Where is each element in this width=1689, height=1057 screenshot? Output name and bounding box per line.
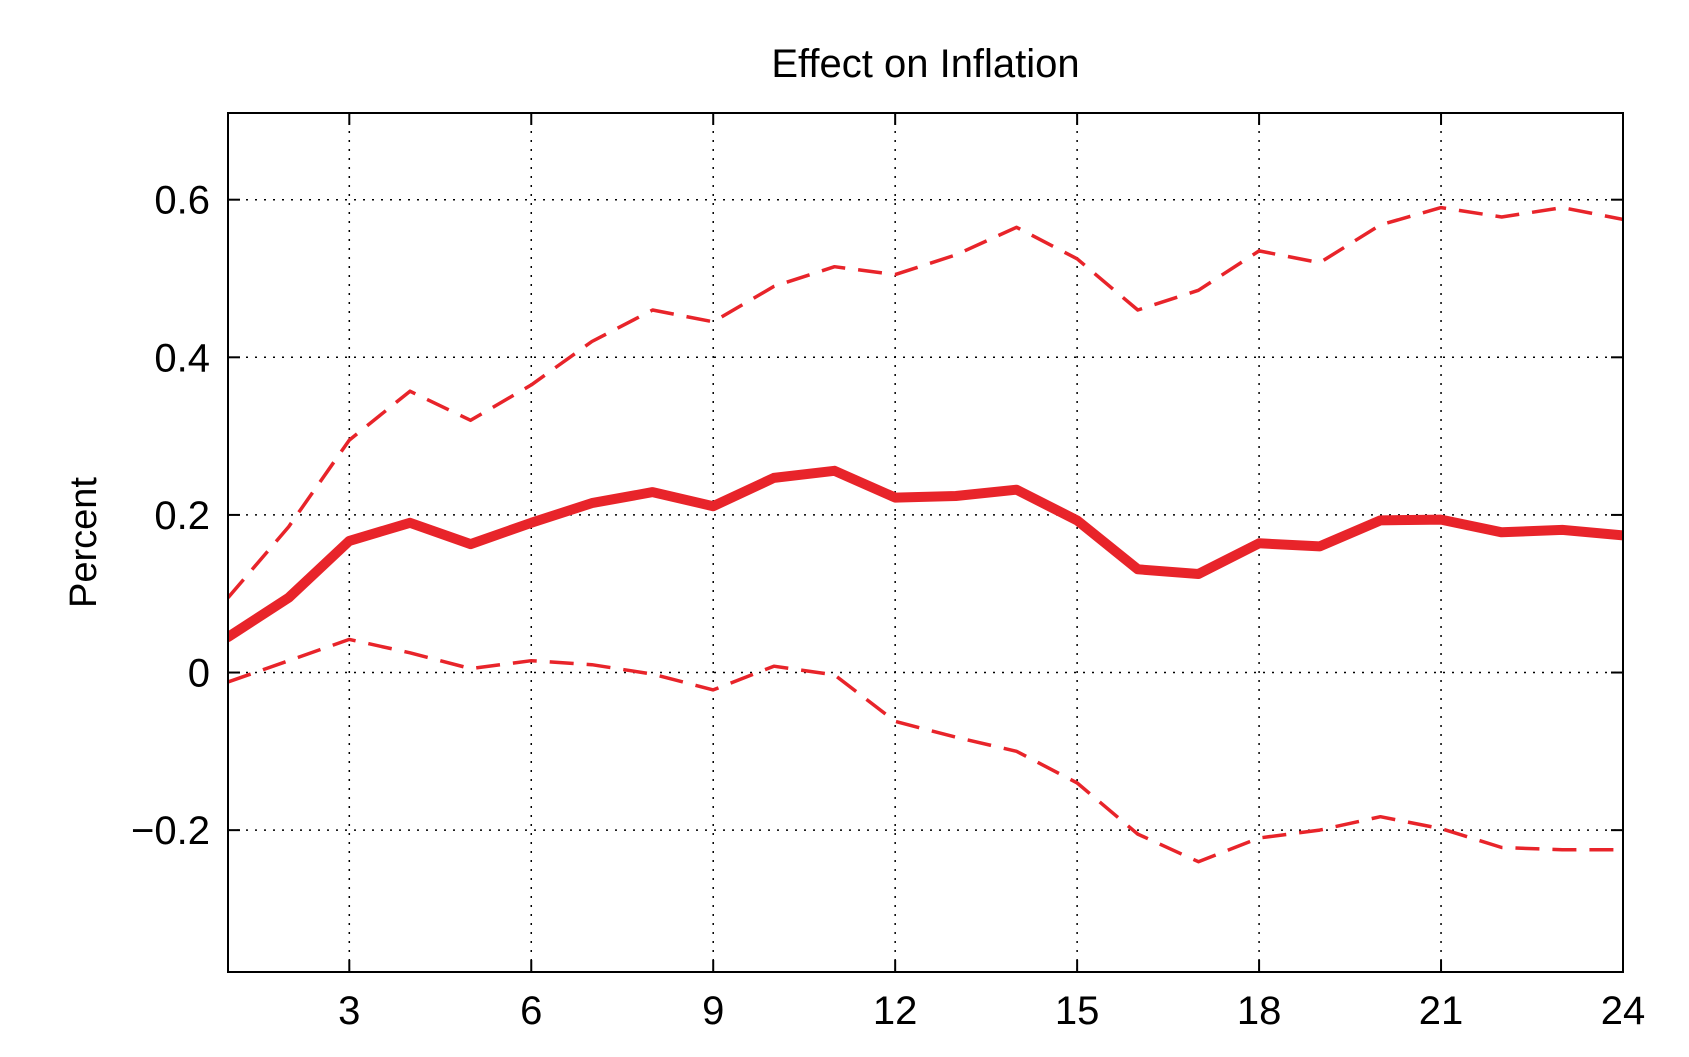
x-tick-label: 15 xyxy=(1055,989,1100,1033)
series-layer xyxy=(228,205,1623,864)
axes-box xyxy=(227,112,1624,973)
y-tick-label: 0.4 xyxy=(154,336,210,380)
y-tick-label: 0.6 xyxy=(154,179,210,223)
x-tick-label: 6 xyxy=(520,989,542,1033)
x-tick-label: 12 xyxy=(873,989,918,1033)
tick-layer xyxy=(228,113,1624,972)
upper-band-line xyxy=(228,205,1623,599)
y-tick-label: 0.2 xyxy=(154,494,210,538)
lower-band-line xyxy=(228,637,1623,864)
y-tick-labels: −0.2 0 0.2 0.4 0.6 xyxy=(131,179,210,853)
x-tick-label: 3 xyxy=(338,989,360,1033)
x-tick-labels: 3 6 9 12 15 18 21 24 xyxy=(338,989,1645,1033)
chart-title: Effect on Inflation xyxy=(771,42,1079,86)
estimate-line xyxy=(228,465,1623,643)
y-tick-label: −0.2 xyxy=(131,809,210,853)
y-tick-label: 0 xyxy=(188,652,210,696)
x-tick-label: 9 xyxy=(702,989,724,1033)
grid-layer xyxy=(228,113,1623,972)
x-tick-label: 24 xyxy=(1601,989,1646,1033)
x-tick-label: 21 xyxy=(1419,989,1464,1033)
x-tick-label: 18 xyxy=(1237,989,1282,1033)
y-axis-label: Percent xyxy=(63,477,105,608)
